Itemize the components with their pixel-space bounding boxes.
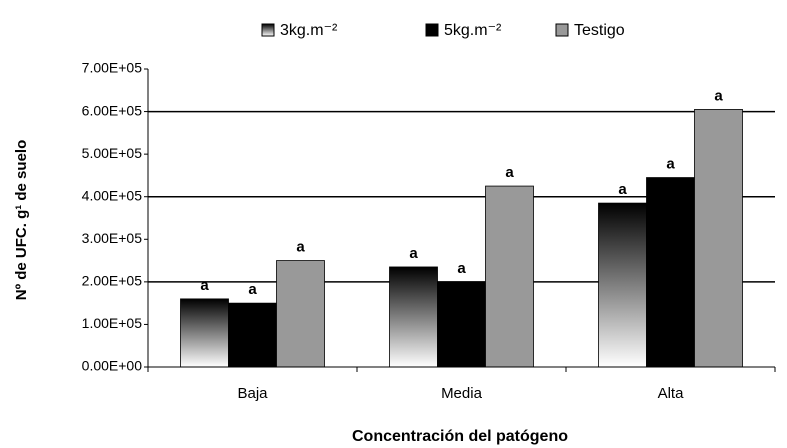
y-tick-label: 6.00E+05 — [82, 102, 143, 118]
x-tick-label: Media — [441, 385, 483, 402]
x-axis-title: Concentración del patógeno — [352, 428, 568, 445]
y-tick-label: 0.00E+00 — [82, 358, 143, 374]
y-tick-label: 7.00E+05 — [82, 60, 143, 76]
bar — [437, 281, 486, 368]
x-tick-label: Alta — [658, 385, 685, 402]
data-label: a — [296, 239, 305, 256]
legend-label: 3kg.m⁻² — [280, 22, 338, 39]
bar — [694, 109, 743, 368]
data-label: a — [248, 281, 257, 298]
legend-label: 5kg.m⁻² — [444, 22, 502, 39]
bar — [276, 260, 325, 368]
y-axis-title: Nº de UFC. g¹ de suelo — [13, 140, 30, 301]
bar — [598, 202, 647, 368]
bar — [180, 298, 229, 368]
bar — [646, 177, 695, 368]
data-label: a — [457, 260, 466, 277]
legend-label: Testigo — [574, 22, 625, 39]
bar — [485, 185, 534, 368]
bar — [389, 266, 438, 368]
x-tick-label: Baja — [237, 385, 268, 402]
data-label: a — [409, 245, 418, 262]
bar — [228, 302, 277, 368]
legend-swatch — [425, 23, 439, 37]
data-label: a — [666, 156, 675, 173]
data-label: a — [200, 277, 209, 294]
data-label: a — [505, 164, 514, 181]
legend-swatch — [555, 23, 569, 37]
y-tick-label: 3.00E+05 — [82, 230, 143, 246]
y-tick-label: 4.00E+05 — [82, 187, 143, 203]
data-label: a — [618, 181, 627, 198]
legend-swatch — [261, 23, 275, 37]
y-tick-label: 2.00E+05 — [82, 273, 143, 289]
y-tick-label: 1.00E+05 — [82, 315, 143, 331]
y-tick-label: 5.00E+05 — [82, 145, 143, 161]
data-label: a — [714, 87, 723, 104]
